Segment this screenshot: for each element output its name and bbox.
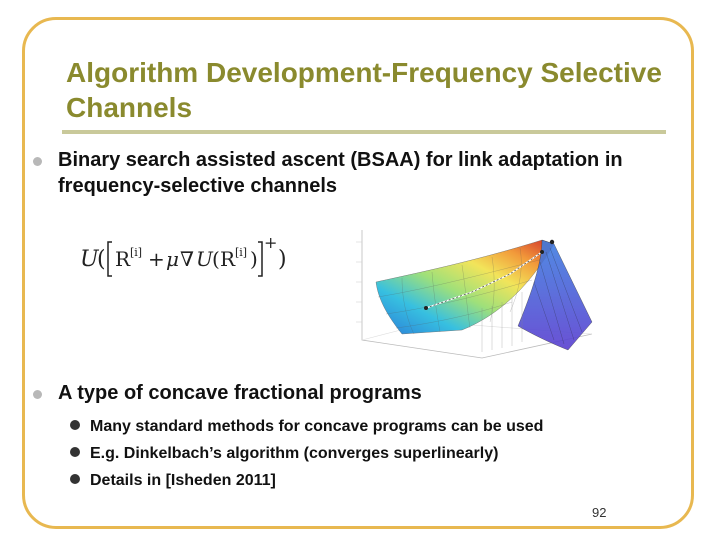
bullet-text-1: Binary search assisted ascent (BSAA) for…	[58, 149, 623, 197]
svg-text:R: R	[220, 247, 236, 271]
svg-text:μ: μ	[166, 247, 179, 271]
svg-text:(: (	[97, 247, 106, 272]
slide-frame	[22, 17, 694, 529]
sub-bullet-text: Many standard methods for concave progra…	[90, 418, 544, 435]
svg-text:): )	[250, 247, 258, 271]
svg-text:[i]: [i]	[235, 246, 247, 259]
sub-bullet-marker	[70, 447, 80, 457]
svg-text:∇: ∇	[180, 247, 194, 271]
bullet-text-2: A type of concave fractional programs	[58, 382, 422, 404]
sub-bullet-text: E.g. Dinkelbach’s algorithm (converges s…	[90, 445, 499, 462]
svg-text:R: R	[115, 247, 131, 271]
svg-text:U: U	[80, 247, 100, 272]
sub-bullet-marker	[70, 420, 80, 430]
svg-text:[i]: [i]	[130, 246, 142, 259]
update-formula: U ( R [i] + μ ∇ U ( R [i] ) + )	[80, 233, 287, 277]
sub-bullet-item: Many standard methods for concave progra…	[70, 413, 690, 440]
surface-plot	[356, 230, 593, 359]
sub-bullet-text: Details in [Isheden 2011]	[90, 472, 276, 489]
bullet-marker	[33, 390, 42, 399]
svg-text:U: U	[196, 247, 214, 271]
svg-text:(: (	[212, 247, 220, 271]
slide-title: Algorithm Development-Frequency Selectiv…	[66, 57, 662, 123]
bullet-marker	[33, 157, 42, 166]
sub-bullet-item: Details in [Isheden 2011]	[70, 467, 690, 494]
svg-text:+: +	[148, 247, 165, 271]
sub-bullet-marker	[70, 474, 80, 484]
sub-bullet-item: E.g. Dinkelbach’s algorithm (converges s…	[70, 440, 690, 467]
sub-bullet-list: Many standard methods for concave progra…	[70, 413, 690, 494]
svg-text:+: +	[264, 233, 277, 252]
page-number: 92	[592, 505, 607, 520]
title-underline	[62, 130, 666, 134]
svg-text:): )	[278, 247, 287, 272]
